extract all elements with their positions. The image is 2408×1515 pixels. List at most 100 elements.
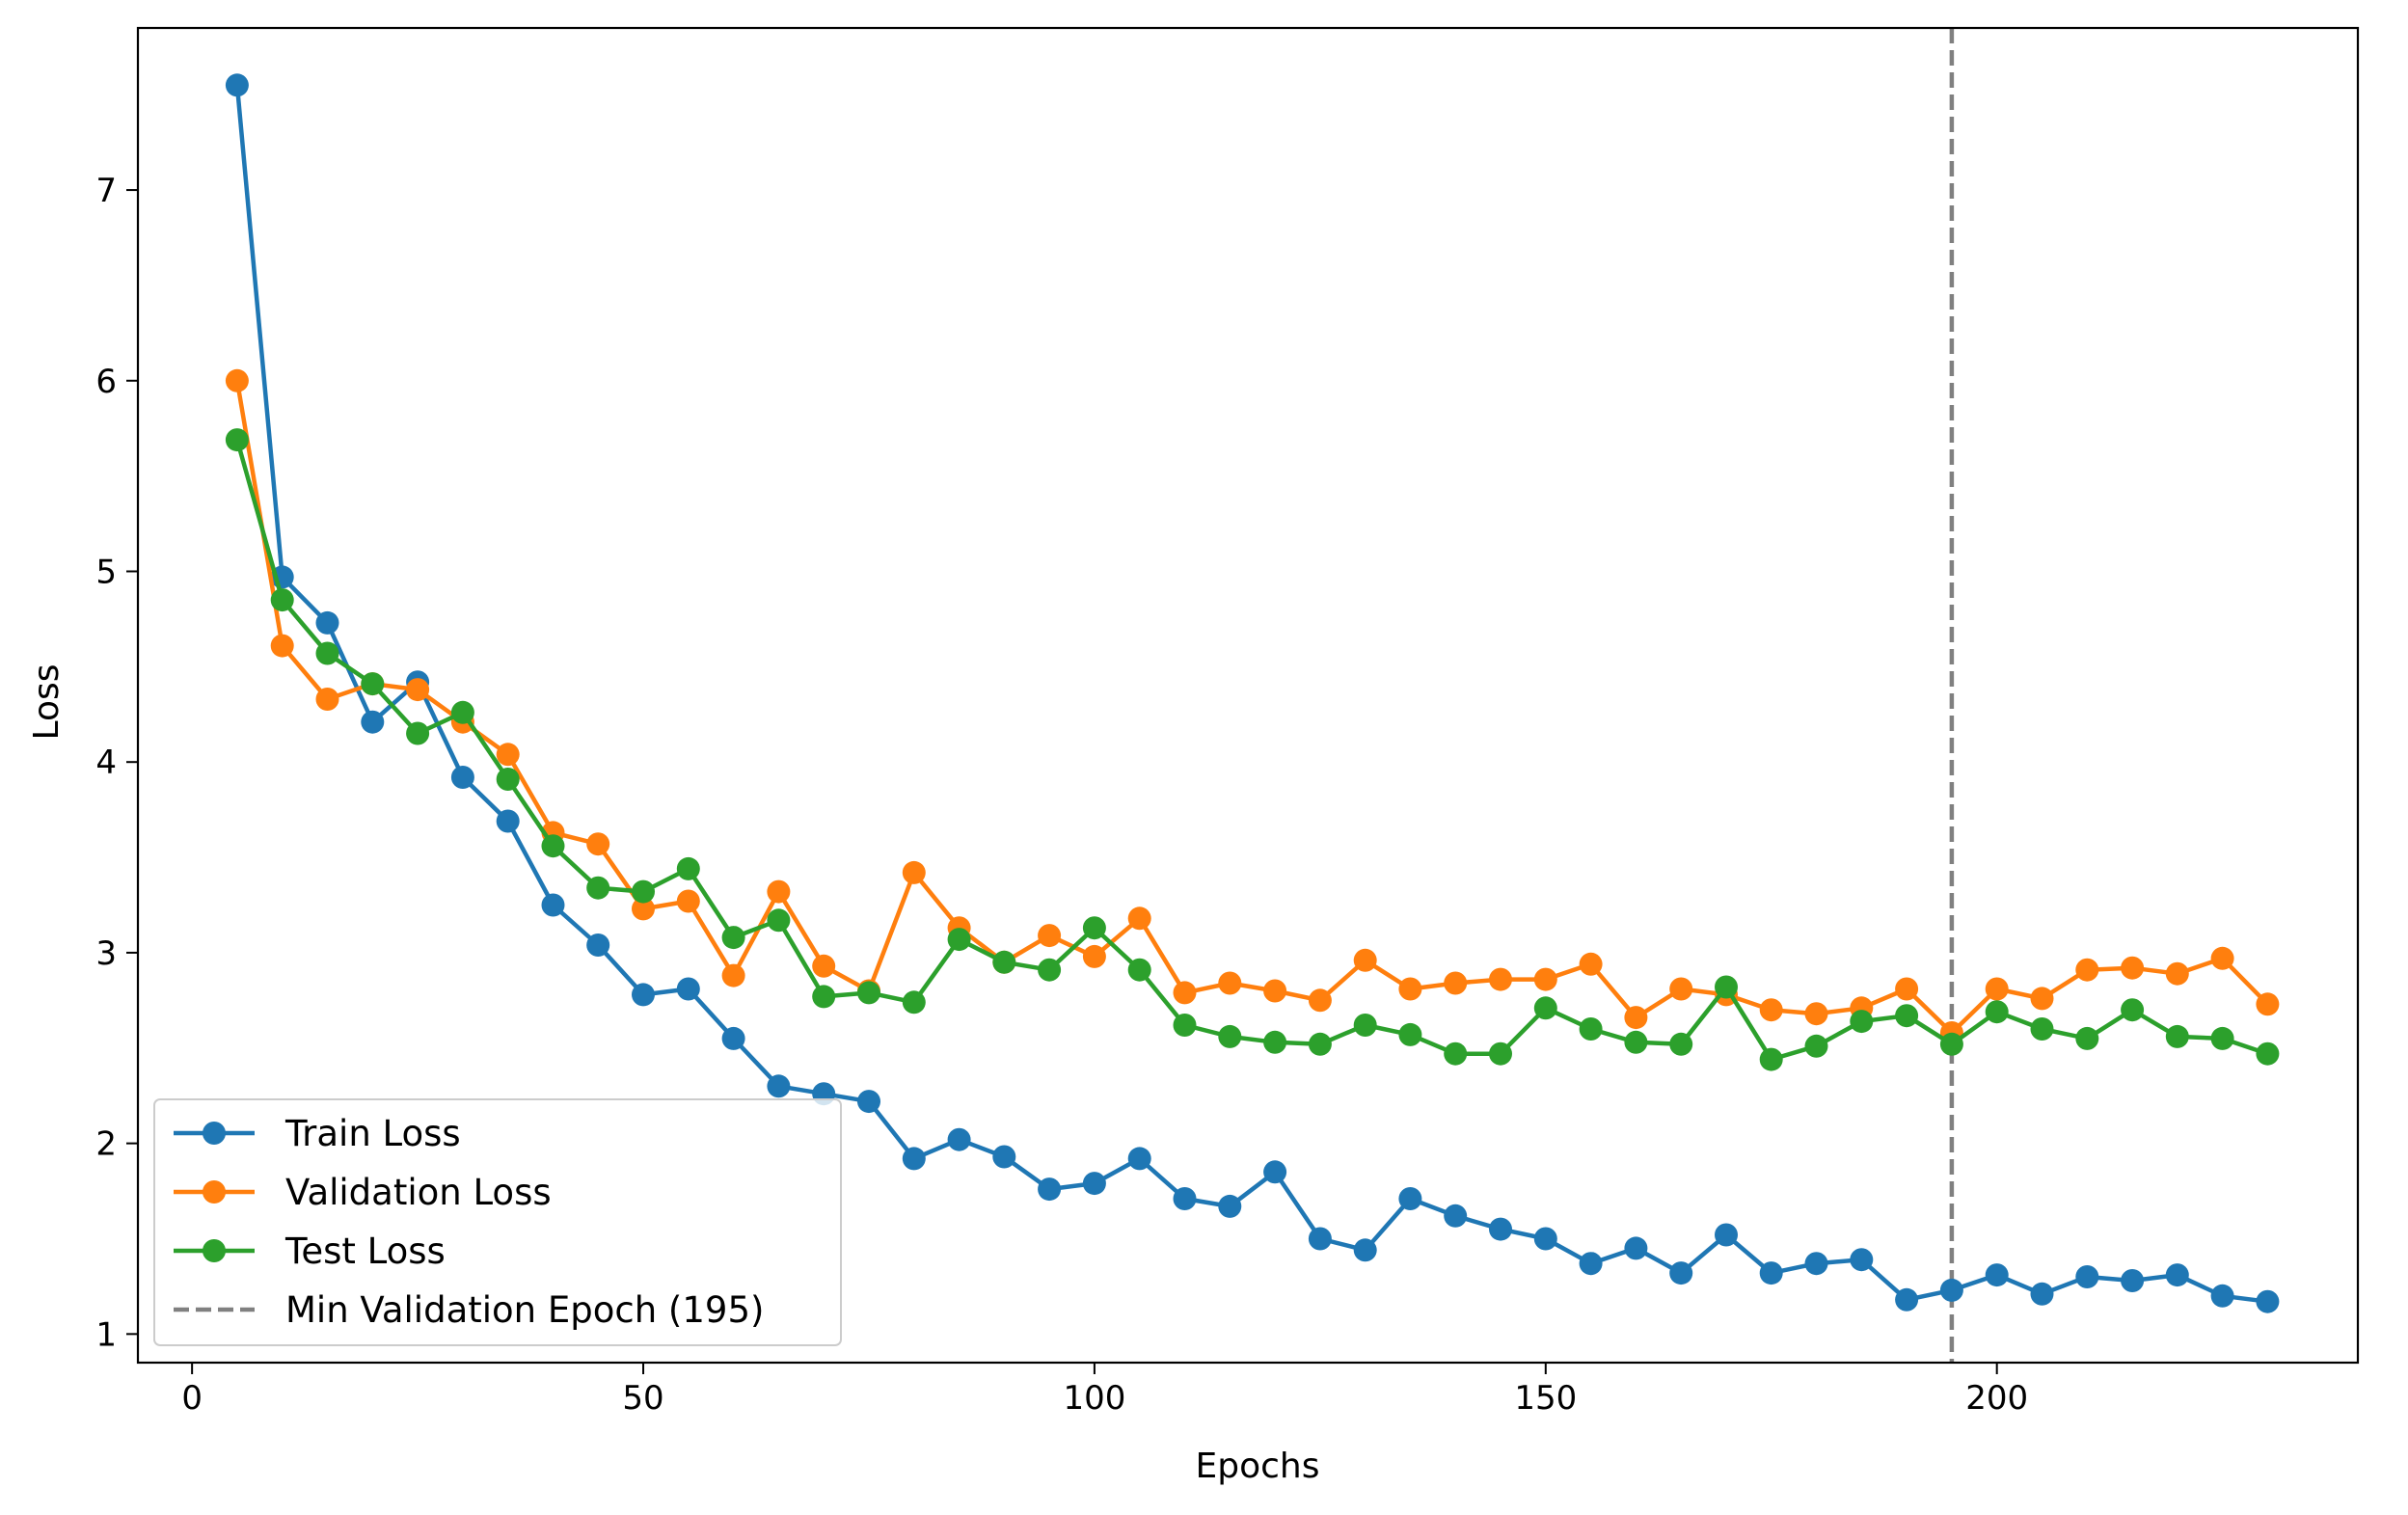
train-loss-point	[225, 73, 249, 97]
validation-loss-point	[721, 963, 745, 987]
x-axis-label: Epochs	[1196, 1447, 1320, 1486]
train-loss-point	[947, 1127, 971, 1151]
legend-box	[153, 1098, 842, 1346]
test-loss-point	[586, 876, 610, 900]
test-loss-point	[315, 641, 339, 665]
y-tick-label: 5	[95, 553, 117, 591]
train-loss-point	[1533, 1227, 1557, 1251]
test-loss-point	[1173, 1014, 1197, 1037]
train-loss-point	[2075, 1265, 2099, 1288]
test-loss-point	[270, 588, 294, 612]
test-loss-point	[857, 981, 880, 1005]
test-loss-point	[450, 700, 474, 724]
test-loss-point	[2256, 1042, 2280, 1066]
legend-entries: Train Loss Validation Loss Test Loss Min Va…	[174, 1113, 764, 1331]
train-loss-point	[1263, 1160, 1287, 1184]
train-loss-point	[1850, 1248, 1874, 1272]
train-loss-point	[857, 1090, 880, 1114]
train-loss-point	[315, 610, 339, 635]
train-loss-point	[1579, 1252, 1603, 1276]
test-loss-point	[676, 856, 700, 880]
train-loss-point	[1489, 1217, 1512, 1241]
validation-loss-point	[1353, 948, 1377, 972]
validation-loss-point	[902, 860, 926, 884]
legend-label-train-loss: Train Loss	[284, 1113, 461, 1154]
validation-loss-point	[1579, 952, 1603, 976]
train-loss-point	[1038, 1177, 1062, 1202]
train-loss-line	[234, 85, 2268, 1304]
test-loss-point	[541, 834, 565, 858]
test-loss-point	[1489, 1042, 1512, 1066]
legend: Train Loss Validation Loss Test Loss Min Va…	[153, 1098, 842, 1346]
test-loss-point	[1985, 1000, 2009, 1024]
train-loss-point	[2256, 1289, 2280, 1313]
test-loss-point	[1669, 1032, 1693, 1056]
validation-loss-point	[2075, 958, 2099, 982]
validation-loss-point	[1669, 977, 1693, 1001]
test-loss-point	[767, 908, 791, 933]
plot-area	[225, 28, 2280, 1363]
train-loss-point	[1127, 1147, 1151, 1171]
test-loss-point	[1804, 1034, 1828, 1058]
axis-ticks: 0 50 100 150 200 1 2 3 4 5 6 7	[95, 172, 2028, 1418]
validation-loss-point	[2210, 946, 2234, 970]
train-loss-point	[1444, 1204, 1468, 1228]
validation-loss-point	[1082, 944, 1106, 968]
test-loss-point	[947, 928, 971, 952]
train-loss-point	[2210, 1284, 2234, 1308]
test-loss-point	[812, 985, 836, 1009]
train-loss-point	[1398, 1187, 1422, 1210]
test-loss-point	[406, 721, 430, 745]
validation-loss-point	[1895, 977, 1919, 1001]
x-tick-label: 100	[1063, 1379, 1125, 1418]
test-loss-point	[1398, 1022, 1422, 1046]
validation-loss-point	[767, 879, 791, 904]
train-loss-point	[1624, 1236, 1648, 1260]
test-loss-point	[632, 879, 655, 904]
test-loss-point	[1579, 1017, 1603, 1041]
train-loss-point	[721, 1026, 745, 1050]
legend-label-min-validation-epoch-195-: Min Validation Epoch (195)	[285, 1289, 764, 1331]
validation-loss-point	[406, 678, 430, 702]
test-loss-point	[1353, 1014, 1377, 1037]
validation-loss-point	[1624, 1006, 1648, 1030]
y-tick-label: 2	[95, 1125, 117, 1164]
validation-loss-point	[586, 832, 610, 856]
validation-loss-point	[1533, 967, 1557, 991]
train-loss-point	[496, 809, 520, 833]
y-tick-label: 7	[95, 172, 117, 210]
validation-loss-point	[2121, 956, 2145, 980]
legend-marker-train-loss	[203, 1122, 226, 1145]
test-loss-point	[1939, 1032, 1963, 1056]
test-loss-point	[361, 672, 385, 696]
legend-label-test-loss: Test Loss	[284, 1231, 446, 1272]
test-loss-point	[1850, 1010, 1874, 1034]
y-tick-label: 1	[95, 1315, 117, 1354]
validation-loss-point	[1127, 906, 1151, 931]
train-loss-point	[632, 983, 655, 1007]
y-tick-label: 4	[95, 744, 117, 782]
validation-loss-line	[234, 380, 2270, 1036]
test-loss-point	[1082, 916, 1106, 940]
test-loss-point	[1759, 1047, 1783, 1071]
test-loss-point	[1715, 975, 1738, 999]
validation-loss-point	[1444, 971, 1468, 995]
train-loss-point	[1985, 1263, 2009, 1287]
validation-loss-point	[1398, 977, 1422, 1001]
validation-loss-point	[676, 889, 700, 913]
x-tick-label: 200	[1965, 1379, 2028, 1418]
train-loss-point	[1082, 1172, 1106, 1196]
test-loss-point	[992, 950, 1016, 974]
test-loss-point	[1895, 1004, 1919, 1028]
train-loss-point	[450, 766, 474, 789]
test-loss-point	[1263, 1030, 1287, 1054]
validation-loss-point	[270, 634, 294, 658]
test-loss-point	[2030, 1017, 2054, 1041]
validation-loss-point	[315, 688, 339, 711]
validation-loss-point	[2256, 992, 2280, 1016]
validation-loss-point	[1263, 979, 1287, 1003]
y-axis-label: Loss	[27, 664, 67, 741]
test-loss-point	[902, 990, 926, 1015]
train-loss-point	[1218, 1194, 1242, 1218]
